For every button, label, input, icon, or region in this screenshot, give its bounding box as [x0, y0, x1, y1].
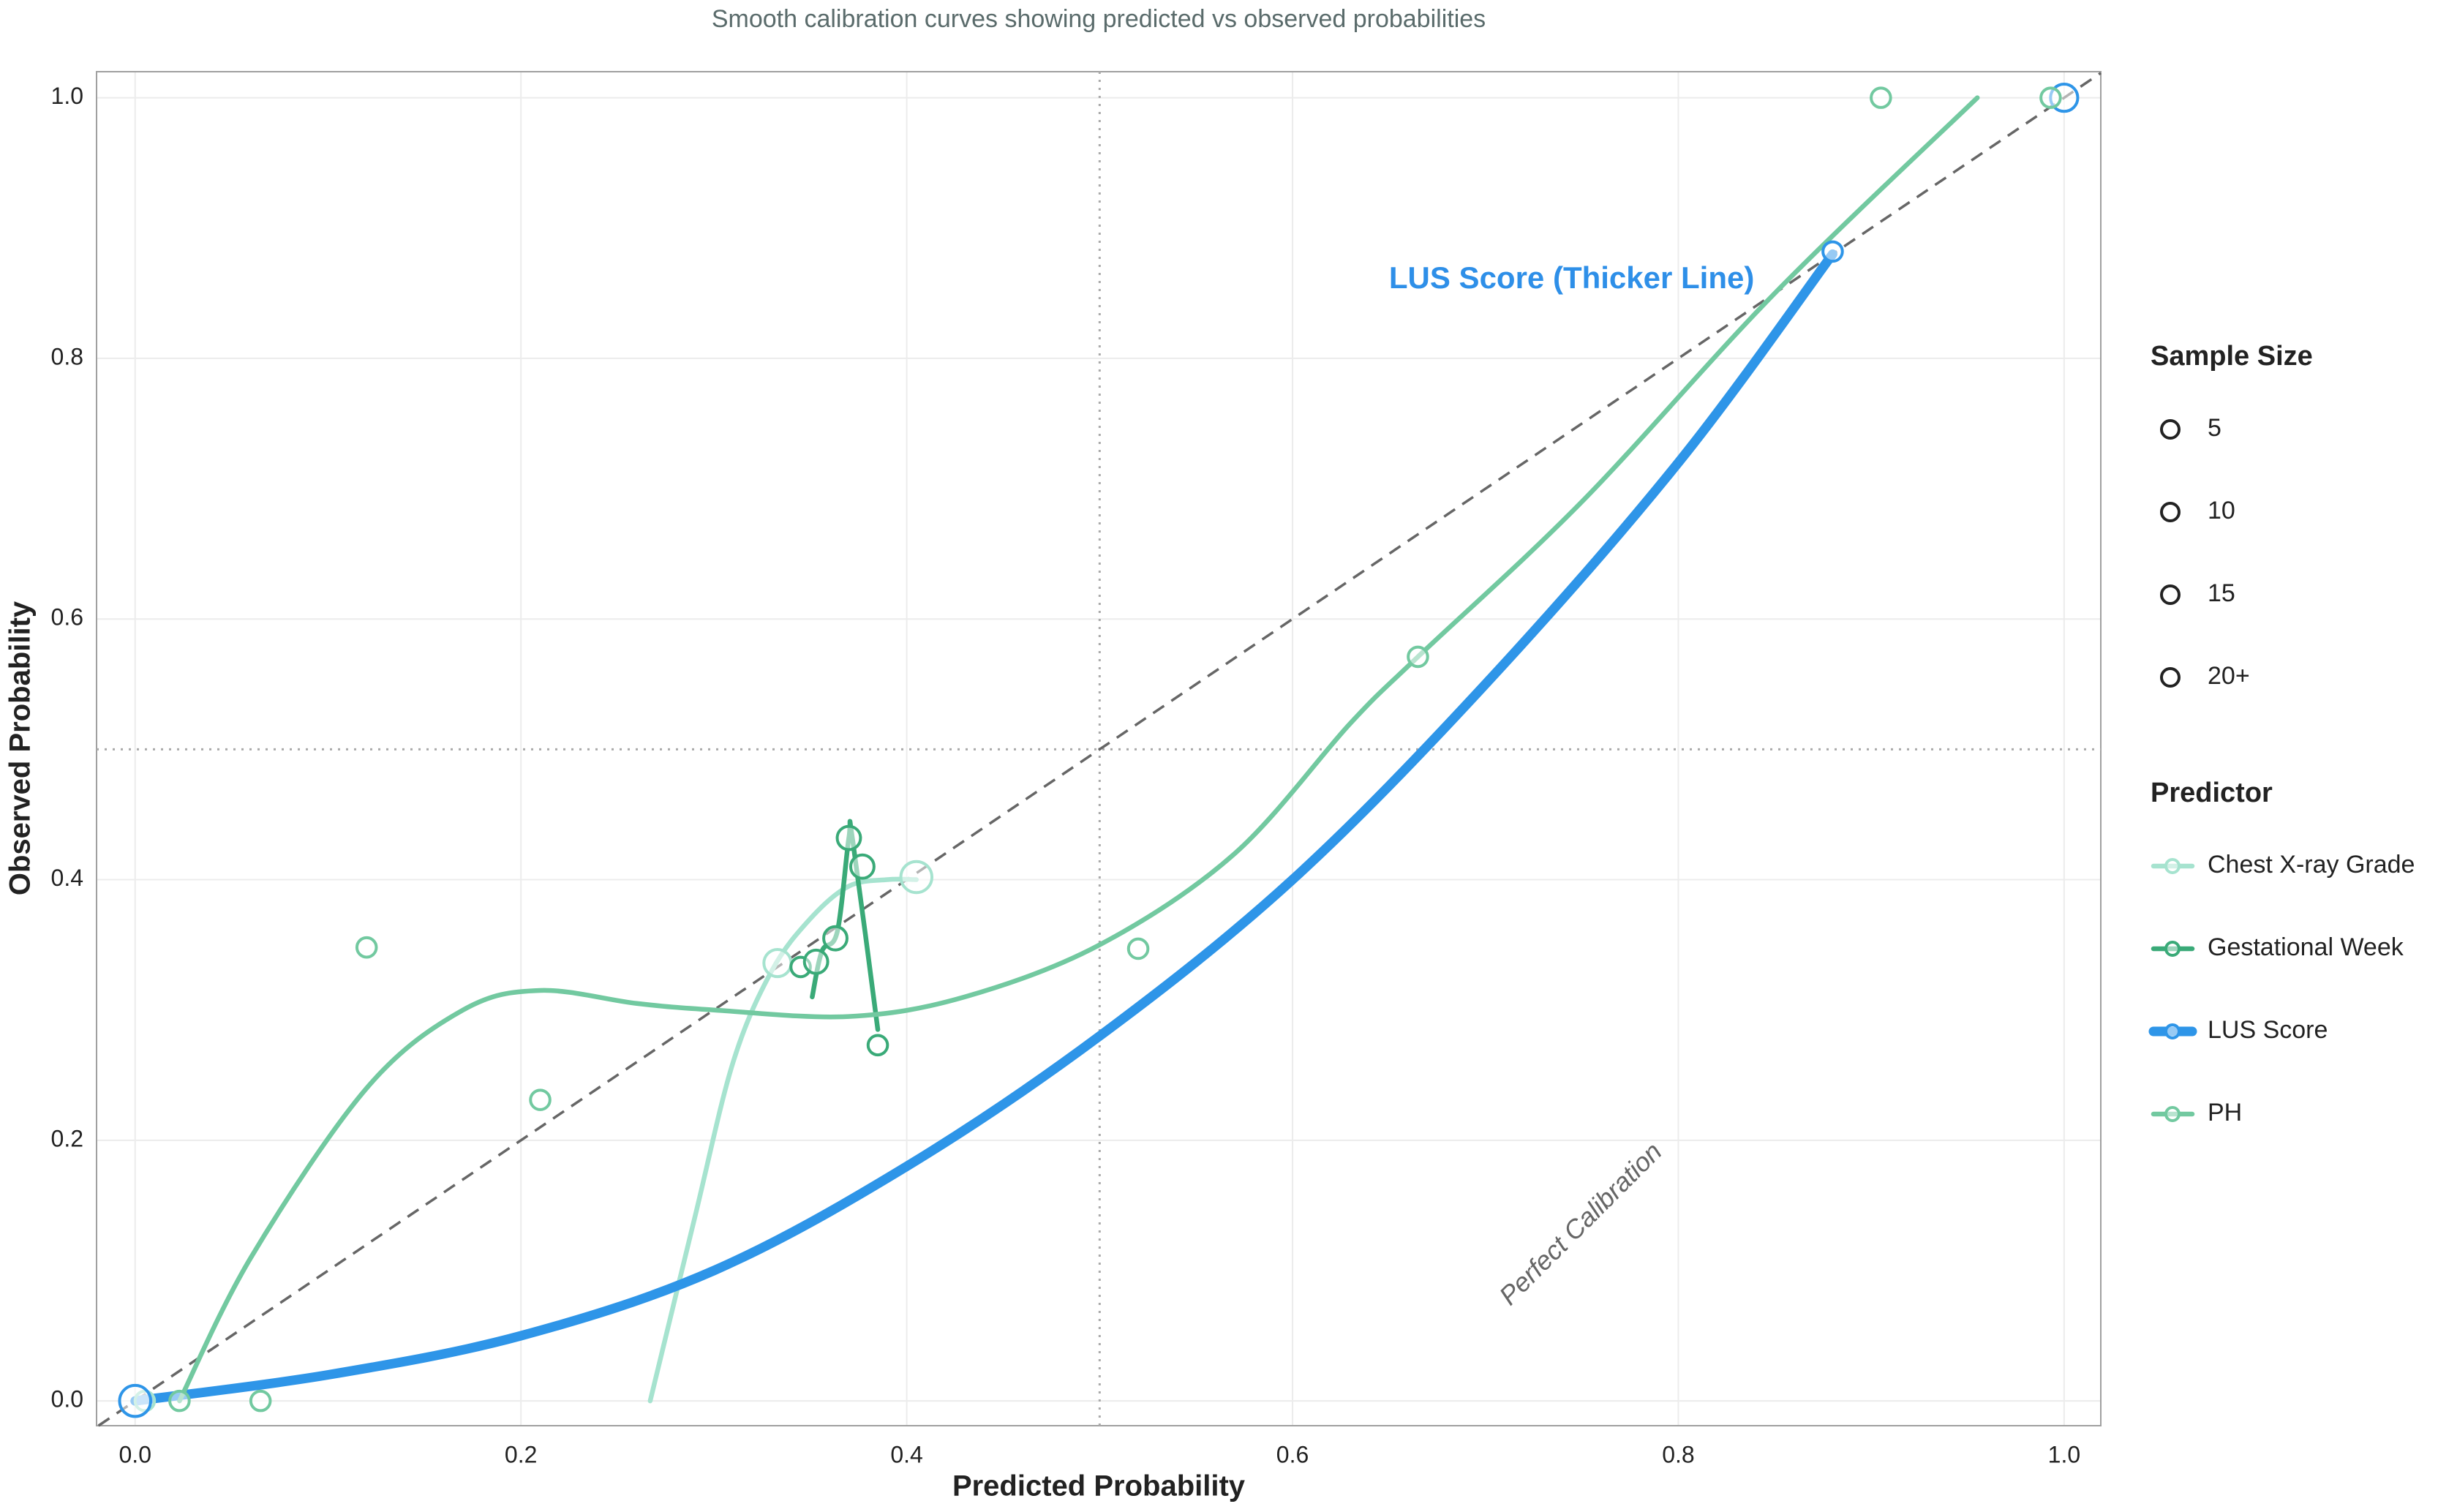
data-point — [822, 925, 849, 952]
data-point — [849, 853, 876, 880]
size-legend-symbol — [2160, 584, 2181, 605]
data-point — [899, 860, 934, 895]
data-point — [762, 947, 793, 979]
y-tick-label: 0.0 — [51, 1386, 83, 1413]
series-line — [647, 876, 919, 1404]
y-tick-label: 0.6 — [51, 604, 83, 631]
data-point — [529, 1088, 552, 1111]
diagonal-line — [97, 72, 2102, 1427]
annotation: LUS Score (Thicker Line) — [1389, 260, 1754, 295]
legend-label: PH — [2208, 1099, 2242, 1127]
size-legend-label: 10 — [2208, 497, 2235, 524]
size-legend-title: Sample Size — [2151, 341, 2313, 372]
legend-point — [2164, 941, 2181, 957]
data-point — [1407, 645, 1429, 669]
data-point — [118, 1383, 152, 1418]
legend-label: LUS Score — [2208, 1016, 2328, 1044]
data-point — [835, 824, 862, 851]
data-point — [1821, 240, 1844, 263]
data-point — [355, 936, 378, 959]
data-point — [1126, 937, 1150, 960]
data-point — [866, 1034, 889, 1057]
legend-label: Gestational Week — [2208, 933, 2404, 961]
chart-title: Smooth calibration curves showing predic… — [712, 5, 1486, 33]
legend-label: Chest X-ray Grade — [2208, 851, 2415, 879]
x-tick-label: 0.8 — [1662, 1441, 1694, 1467]
legend-point — [2164, 1106, 2181, 1122]
x-tick-label: 1.0 — [2048, 1441, 2080, 1467]
x-tick-label: 0.0 — [119, 1441, 151, 1467]
data-point — [168, 1389, 191, 1413]
data-point — [802, 948, 829, 975]
size-legend-symbol — [2160, 419, 2181, 440]
y-tick-label: 0.2 — [51, 1125, 83, 1151]
legend-point — [2164, 858, 2181, 874]
x-tick-label: 0.6 — [1276, 1441, 1309, 1467]
size-legend-symbol — [2160, 667, 2181, 688]
legend-point — [2164, 1023, 2181, 1039]
x-tick-label: 0.4 — [890, 1441, 922, 1467]
data-point — [249, 1389, 272, 1413]
x-axis-title: Predicted Probability — [952, 1470, 1246, 1502]
series-line — [177, 95, 1980, 1404]
y-tick-label: 1.0 — [51, 83, 83, 109]
y-tick-label: 0.4 — [51, 865, 83, 891]
legend-title: Predictor — [2151, 778, 2273, 808]
data-point — [1870, 86, 1892, 109]
y-tick-label: 0.8 — [51, 343, 83, 369]
size-legend-symbol — [2160, 502, 2181, 522]
size-legend-label: 15 — [2208, 579, 2235, 607]
size-legend-label: 5 — [2208, 414, 2221, 442]
data-point — [2039, 86, 2062, 109]
series-line — [130, 249, 1837, 1406]
x-tick-label: 0.2 — [505, 1441, 537, 1467]
size-legend-label: 20+ — [2208, 662, 2250, 690]
y-axis-title: Observed Probability — [4, 601, 37, 895]
